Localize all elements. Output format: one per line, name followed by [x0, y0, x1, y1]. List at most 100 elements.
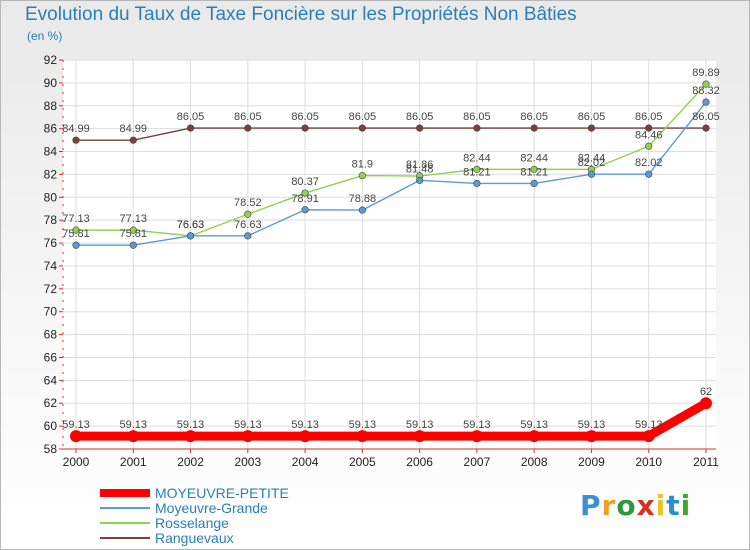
x-tick-label: 2006: [406, 455, 433, 469]
data-point: [645, 170, 653, 178]
data-point: [184, 430, 197, 443]
chart-title: Evolution du Taux de Taxe Foncière sur l…: [25, 4, 577, 25]
y-tick-label: 84: [44, 145, 58, 159]
data-label: 86.05: [635, 111, 663, 123]
x-tick-label: 2011: [693, 455, 719, 469]
x-tick-label: 2008: [521, 455, 548, 469]
x-tick-label: 2002: [177, 455, 204, 469]
y-tick-label: 68: [44, 328, 58, 342]
x-tick-label: 2009: [578, 455, 605, 469]
data-point: [72, 226, 80, 234]
legend-label: Moyeuvre-Grande: [155, 500, 268, 516]
data-point: [530, 165, 538, 173]
plot-area: [63, 60, 716, 449]
data-label: 77.13: [120, 213, 148, 225]
data-label: 86.05: [234, 111, 262, 123]
data-point: [358, 206, 366, 214]
data-point: [473, 165, 481, 173]
series-line-ranguevaux: [75, 127, 707, 141]
data-label: 78.88: [349, 193, 377, 205]
data-label: 75.81: [62, 228, 90, 240]
data-point: [186, 232, 195, 240]
data-point: [358, 171, 366, 180]
data-point: [129, 136, 137, 144]
data-label: 59.13: [62, 419, 90, 431]
x-tick-label: 2004: [292, 455, 319, 469]
data-point: [587, 124, 596, 132]
data-point: [301, 189, 309, 197]
data-label: 82.44: [578, 152, 606, 164]
data-label: 81.48: [406, 163, 434, 175]
data-label: 78.91: [291, 193, 319, 205]
data-label: 81.86: [406, 159, 434, 171]
logo-letter: i: [655, 489, 667, 522]
data-point: [530, 179, 538, 188]
proxiti-logo: Proxiti: [580, 489, 691, 522]
series-line-moyeuvre-grande: [75, 101, 707, 246]
data-point: [702, 124, 710, 132]
data-point: [473, 179, 481, 188]
y-tick-label: 92: [44, 53, 58, 67]
series-lines: [70, 80, 712, 443]
legend-label: MOYEUVRE-PETITE: [155, 485, 289, 501]
y-tick-label: 76: [44, 236, 58, 250]
data-label: 80.37: [291, 176, 319, 188]
data-label: 77.13: [62, 213, 90, 225]
y-tick-label: 64: [44, 373, 58, 387]
data-label: 89.89: [692, 67, 720, 79]
data-label: 81.21: [463, 166, 491, 178]
data-point: [585, 430, 598, 443]
data-label: 59.13: [406, 419, 434, 431]
data-label: 59.13: [120, 419, 148, 431]
y-tick-label: 82: [44, 167, 58, 181]
data-point: [702, 80, 710, 88]
axes: 58 60 62 64 66 68 70 72 74 76 78 80 82 84 86 88 90 92 2000…: [44, 53, 720, 469]
data-point: [642, 430, 655, 443]
data-point: [473, 124, 481, 132]
y-tick-label: 86: [44, 122, 58, 136]
data-point: [70, 430, 82, 443]
data-label: 86.05: [463, 111, 491, 123]
y-tick-label: 58: [44, 442, 58, 456]
data-point: [301, 206, 309, 214]
legend-label: Rosselange: [155, 515, 229, 531]
data-label: 84.99: [120, 123, 148, 135]
logo-letter: P: [580, 489, 602, 522]
data-point: [186, 124, 195, 132]
logo-letter: x: [636, 489, 656, 522]
data-label: 86.05: [177, 111, 205, 123]
data-labels: 59.13 59.13 59.13 59.13 59.13 59.13 59.13 59.13…: [62, 67, 720, 431]
data-label: 78.52: [234, 197, 262, 209]
data-label: 86.05: [406, 111, 434, 123]
data-point: [645, 124, 653, 132]
data-point: [645, 142, 653, 150]
data-point: [358, 124, 366, 132]
logo-letter: i: [680, 489, 692, 522]
data-point: [129, 226, 137, 234]
logo-letter: o: [616, 489, 637, 522]
data-point: [244, 210, 252, 218]
x-tick-label: 2000: [63, 455, 90, 469]
data-label: 86.05: [692, 111, 720, 123]
grid: [63, 59, 716, 450]
data-label: 59.13: [520, 419, 548, 431]
data-point: [244, 124, 252, 132]
data-point: [416, 176, 424, 184]
data-point: [127, 430, 140, 443]
data-label: 59.13: [578, 419, 606, 431]
data-point: [530, 124, 538, 132]
data-label: 82.02: [578, 157, 606, 169]
x-tick-label: 2001: [120, 455, 147, 469]
x-tick-label: 2005: [349, 455, 376, 469]
y-tick-label: 90: [44, 76, 58, 90]
data-point: [72, 241, 80, 249]
data-label: 59.13: [635, 419, 663, 431]
data-label: 76.63: [177, 219, 205, 231]
data-point: [700, 397, 712, 410]
y-tick-label: 78: [44, 213, 58, 227]
data-label: 59.13: [463, 419, 491, 431]
data-label: 75.81: [120, 228, 148, 240]
y-tick-label: 62: [44, 396, 58, 410]
x-tick-label: 2003: [234, 455, 261, 469]
